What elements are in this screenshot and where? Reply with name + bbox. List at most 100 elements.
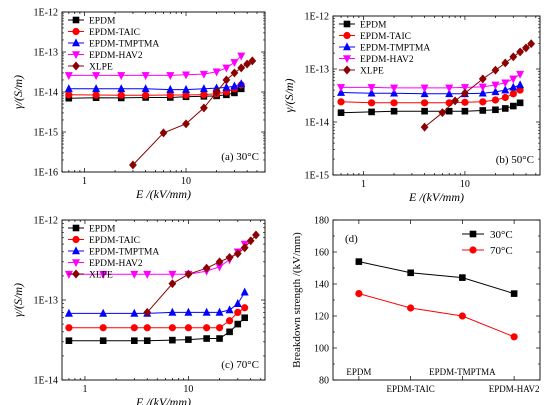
data-point-xlpe	[527, 39, 536, 49]
data-point-epdm-taic	[143, 324, 151, 332]
legend-label-epdm-taic: EPDM-TAIC	[89, 236, 140, 246]
data-point-epdm-taic	[461, 98, 469, 106]
data-point-epdm-tmptma	[64, 84, 73, 93]
data-point-epdm-tmptma	[184, 307, 193, 316]
x-axis-label: E /(kV/mm)	[408, 190, 464, 204]
data-point-70-c	[407, 304, 415, 312]
legend-marker	[72, 235, 80, 244]
data-point-epdm-hav2	[390, 84, 399, 93]
data-point-epdm	[516, 99, 524, 107]
data-point-epdm-taic	[479, 98, 487, 106]
data-point-epdm-taic	[203, 324, 211, 332]
legend-marker	[72, 246, 80, 255]
data-point-epdm-taic	[390, 99, 398, 107]
series-epdm-taic	[65, 304, 249, 332]
legend-marker	[343, 31, 351, 40]
data-point-epdm-taic	[200, 91, 208, 99]
legend-label-epdm: EPDM	[89, 17, 116, 27]
data-point-epdm	[421, 107, 428, 115]
data-point-epdm-taic	[142, 91, 150, 99]
data-point-epdm	[131, 337, 138, 344]
legend-marker	[343, 42, 351, 51]
data-point-epdm-taic	[420, 99, 429, 107]
data-point-epdm	[510, 102, 517, 110]
x-tick-label-epdm-taic: EPDM-TAIC	[386, 384, 434, 394]
data-point-epdm-taic	[234, 308, 242, 316]
data-point-xlpe	[451, 96, 459, 106]
legend-label-epdm: EPDM	[89, 225, 116, 235]
data-point-epdm	[185, 336, 192, 343]
data-point-epdm	[390, 107, 398, 115]
data-point-epdm-hav2	[166, 72, 175, 81]
x-tick-label-epdm-hav2: EPDM-HAV2	[489, 384, 540, 394]
y-tick-label: 120	[314, 312, 329, 323]
legend-marker	[343, 65, 351, 75]
series-xlpe	[129, 56, 257, 170]
data-point-epdm-tmptma	[233, 298, 242, 307]
data-point-epdm	[234, 320, 242, 328]
legend-label-xlpe: XLPE	[89, 63, 113, 73]
legend-marker	[469, 246, 477, 254]
y-tick-label: 1E-13	[305, 65, 329, 76]
data-point-70-c	[510, 333, 518, 341]
data-point-epdm-taic	[65, 324, 73, 332]
y-axis-label: γ/(S/m)	[11, 75, 25, 109]
data-point-epdm-tmptma	[237, 79, 246, 88]
legend-label-xlpe: XLPE	[89, 271, 113, 281]
data-point-epdm-taic	[241, 304, 249, 312]
data-point-xlpe	[225, 253, 234, 262]
data-point-epdm-taic	[184, 324, 193, 332]
data-point-epdm	[216, 335, 223, 342]
legend-marker	[343, 55, 351, 64]
data-point-epdm-hav2	[509, 75, 518, 84]
data-point-xlpe	[129, 160, 137, 170]
data-point-epdm-tmptma	[240, 287, 249, 296]
data-point-epdm-tmptma	[202, 307, 211, 316]
data-point-epdm	[479, 107, 487, 114]
data-point-epdm-taic	[130, 324, 138, 332]
data-point-epdm-tmptma	[230, 81, 239, 90]
data-point-epdm-taic	[215, 324, 224, 332]
series-epdm-taic	[337, 86, 524, 107]
data-point-epdm-hav2	[237, 52, 246, 61]
data-point-xlpe	[420, 122, 429, 132]
data-point-epdm	[203, 335, 210, 342]
legend-label-epdm-hav2: EPDM-HAV2	[360, 55, 414, 65]
x-tick-label: 1	[82, 176, 87, 187]
data-point-epdm-taic	[92, 91, 100, 99]
series-line-xlpe	[132, 60, 253, 166]
legend-label-30-c: 30°C	[490, 229, 513, 241]
panel-annotation: (b) 50°C	[496, 154, 534, 166]
data-point-xlpe	[199, 103, 208, 113]
data-point-epdm-hav2	[199, 70, 208, 79]
data-point-epdm-hav2	[64, 72, 73, 81]
data-point-70-c	[355, 290, 363, 298]
y-tick-label: 1E-14	[305, 118, 329, 129]
data-point-epdm-tmptma	[501, 85, 510, 94]
panel-annotation: (c) 70°C	[221, 359, 259, 371]
y-tick-label: 80	[319, 376, 329, 387]
data-point-xlpe	[182, 119, 190, 129]
data-point-epdm	[445, 107, 453, 115]
y-tick-label: 180	[314, 216, 329, 227]
data-point-epdm	[65, 337, 73, 344]
data-point-epdm-tmptma	[141, 84, 150, 93]
data-point-epdm-taic	[445, 99, 453, 107]
data-point-epdm	[169, 336, 176, 344]
legend-marker	[72, 259, 80, 268]
x-tick-label: 10	[183, 384, 193, 395]
y-axis-label: Breakdown strength /(kV/mm)	[291, 232, 303, 368]
data-point-epdm-hav2	[130, 270, 139, 279]
data-point-xlpe	[230, 68, 239, 78]
data-point-epdm-tmptma	[222, 82, 231, 91]
y-tick-label: 1E-13	[34, 48, 58, 59]
legend-marker	[343, 20, 351, 28]
data-point-xlpe	[491, 65, 500, 75]
data-point-xlpe	[215, 257, 224, 267]
series-epdm-tmptma	[64, 79, 246, 93]
data-point-epdm	[337, 109, 345, 116]
x-tick-label-epdm-tmptma: EPDM-TMPTMA	[429, 367, 496, 377]
legend-marker	[72, 51, 80, 60]
